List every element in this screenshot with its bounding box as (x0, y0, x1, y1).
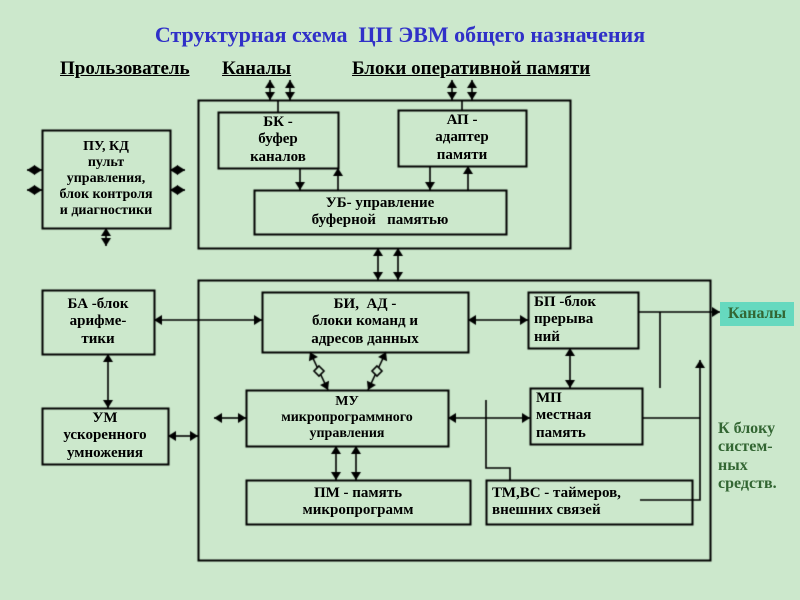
node-ba: БА -блок арифме- тики (42, 290, 154, 354)
node-mp: МП местная память (530, 388, 642, 444)
node-um: УМ ускоренного умножения (42, 408, 168, 464)
node-bk: БК - буфер каналов (218, 112, 338, 168)
node-bi-ad: БИ, АД - блоки команд и адресов данных (262, 292, 468, 352)
side-channels: Каналы (720, 302, 794, 326)
node-ub: УБ- управление буферной памятью (254, 190, 506, 234)
node-mu: МУ микропрограммного управления (246, 390, 448, 446)
side-sys: К блоку систем- ных средств. (718, 420, 777, 494)
node-pm: ПМ - память микропрограмм (246, 480, 470, 524)
title: Структурная схема ЦП ЭВМ общего назначен… (0, 22, 800, 47)
node-bp: БП -блок прерыва ний (528, 292, 638, 348)
hdr-channels: Каналы (222, 58, 291, 80)
hdr-memblk: Блоки оперативной памяти (352, 58, 590, 80)
hdr-user: Прользователь (60, 58, 190, 80)
node-tm-bc: ТМ,ВС - таймеров, внешних связей (486, 480, 692, 524)
node-ap: АП - адаптер памяти (398, 110, 526, 166)
node-pu-kd: ПУ, КД пульт управления, блок контроля и… (42, 130, 170, 228)
